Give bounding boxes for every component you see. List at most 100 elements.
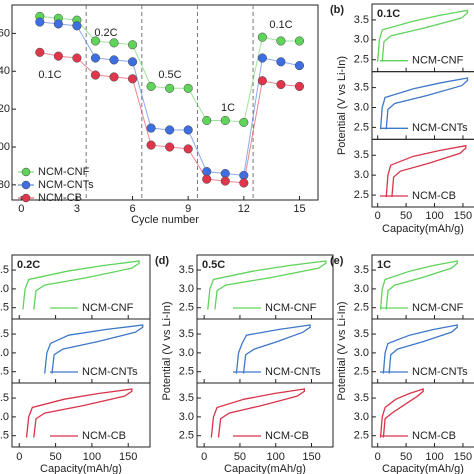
data-point [146, 81, 156, 91]
voltage-curve [235, 324, 311, 374]
x-tick-label: 100 [267, 451, 285, 463]
subplot-frame [11, 382, 151, 448]
y-tick-label: 40 [0, 65, 10, 77]
legend-marker [21, 167, 31, 177]
legend-label: NCM-CNF [38, 166, 90, 178]
x-tick-label: 150 [454, 210, 472, 222]
x-tick-label: 0 [201, 451, 207, 463]
data-point [109, 55, 119, 65]
x-axis-label: Cycle number [131, 214, 199, 226]
data-point [127, 74, 138, 84]
x-tick-label: 15 [293, 203, 305, 215]
legend-marker [21, 193, 31, 203]
data-point [165, 83, 175, 93]
rate-label: 0.2C [17, 259, 40, 271]
y-tick-label: 3.0 [354, 283, 369, 295]
voltage-curve [382, 324, 458, 374]
y-axis-label: Potential (V vs Li-In) [336, 301, 348, 400]
y-tick-label: 3.5 [179, 328, 194, 340]
voltage-curve [377, 9, 469, 62]
data-point [276, 36, 286, 46]
subplot-frame [371, 138, 474, 208]
rate-label: 0.5C [202, 259, 225, 271]
y-tick-label: 3.5 [354, 149, 369, 161]
rate-annotation: 0.2C [94, 27, 117, 39]
y-tick-label: 2.5 [354, 54, 369, 66]
x-tick-label: 150 [119, 451, 137, 463]
y-tick-label: 2.5 [179, 366, 194, 378]
y-tick-label: 2.5 [0, 366, 9, 378]
legend-marker [21, 180, 31, 190]
y-tick-label: 3.5 [354, 14, 369, 26]
y-tick-label: 3.0 [354, 101, 369, 113]
data-point [257, 53, 267, 63]
y-tick-label: 2.5 [354, 302, 369, 314]
data-point [109, 38, 119, 48]
y-tick-label: 2.5 [354, 189, 369, 201]
data-point [90, 70, 101, 80]
panel-label: (b) [330, 4, 344, 16]
legend-label: NCM-CNTs [412, 122, 468, 134]
data-point [72, 53, 82, 63]
legend-label: NCM-CNF [82, 302, 134, 314]
y-tick-label: 3.5 [354, 264, 369, 276]
data-point [183, 144, 193, 154]
rate-annotation: 0.5C [158, 69, 181, 81]
y-tick-label: 3.0 [179, 411, 194, 423]
voltage-curve [379, 77, 469, 130]
voltage-curve [207, 260, 327, 310]
y-tick-label: 00 [0, 141, 10, 153]
data-point [239, 117, 249, 127]
rate-annotation: 1C [221, 102, 235, 114]
rate-label: 1C [377, 259, 391, 271]
y-tick-label: 3.5 [354, 81, 369, 93]
x-tick-label: 100 [425, 451, 443, 463]
x-axis-label: Capacity(mAh/g) [382, 223, 464, 235]
data-point [35, 47, 45, 57]
legend-label: NCM-CB [412, 190, 456, 202]
voltage-curve [210, 388, 306, 438]
voltage-curve [25, 388, 133, 438]
data-point [146, 140, 156, 150]
y-tick-label: 3.5 [0, 264, 9, 276]
y-tick-label: 3.0 [0, 411, 9, 423]
x-tick-label: 12 [238, 203, 250, 215]
voltage-curve [379, 388, 424, 438]
data-point [183, 125, 193, 135]
y-tick-label: 3.0 [354, 347, 369, 359]
x-axis-label: Capacity(mAh/g) [382, 463, 464, 474]
legend-label: NCM-CNTs [82, 366, 138, 378]
y-tick-label: 3.5 [179, 392, 194, 404]
data-point [220, 168, 230, 179]
y-tick-label: 80 [0, 179, 10, 191]
panel-label: (e) [330, 255, 344, 267]
x-tick-label: 150 [302, 451, 320, 463]
y-tick-label: 3.0 [0, 347, 9, 359]
data-point [294, 36, 305, 46]
data-point [239, 170, 249, 180]
data-point [202, 174, 212, 184]
data-point [257, 32, 267, 42]
rate-annotation: 0.1C [38, 69, 61, 81]
voltage-curve [44, 324, 144, 374]
x-tick-label: 3 [74, 203, 80, 215]
y-axis-label: Potential (V vs Li-In) [336, 56, 348, 155]
legend-label: NCM-CNF [265, 302, 317, 314]
data-point [202, 115, 212, 126]
y-tick-label: 3.0 [354, 34, 369, 46]
x-tick-label: 6 [129, 203, 135, 215]
x-tick-label: 0 [375, 451, 381, 463]
data-point [294, 81, 305, 91]
y-tick-label: 3.5 [354, 328, 369, 340]
voltage-curve [22, 260, 140, 310]
data-point [165, 125, 175, 135]
x-tick-label: 50 [49, 451, 61, 463]
x-tick-label: 9 [185, 203, 191, 215]
y-tick-label: 2.5 [179, 430, 194, 442]
data-point [53, 19, 63, 29]
y-tick-label: 3.0 [354, 169, 369, 181]
x-tick-label: 100 [425, 210, 443, 222]
subplot-frame [371, 382, 474, 448]
y-tick-label: 20 [0, 103, 10, 115]
